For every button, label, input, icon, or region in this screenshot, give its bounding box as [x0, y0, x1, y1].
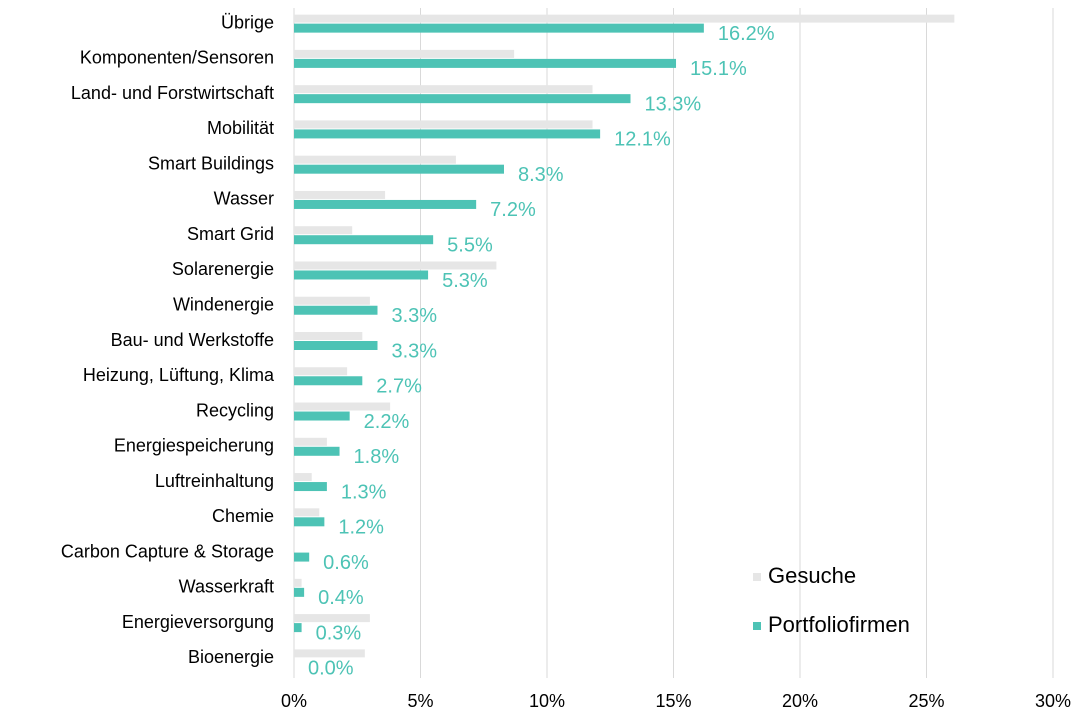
bar	[294, 341, 378, 350]
bar	[294, 261, 497, 270]
y-tick-label: Energieversorgung	[122, 612, 274, 632]
data-label: 7.2%	[490, 199, 536, 221]
data-label: 2.7%	[376, 376, 422, 398]
legend-label: Portfoliofirmen	[768, 612, 910, 637]
bar	[294, 367, 348, 376]
data-label: 2.2%	[364, 411, 410, 433]
legend-label: Gesuche	[768, 563, 856, 588]
y-tick-label: Smart Grid	[187, 224, 274, 244]
bar	[294, 614, 370, 623]
bar	[294, 14, 955, 23]
y-tick-label: Solarenergie	[172, 259, 274, 279]
bar	[294, 49, 515, 58]
y-tick-label: Energiespeicherung	[114, 436, 274, 456]
bar	[294, 23, 704, 33]
bar	[294, 517, 325, 527]
legend-swatch	[753, 573, 761, 581]
y-tick-label: Mobilität	[207, 118, 274, 138]
x-tick-label: 20%	[782, 691, 818, 711]
y-tick-label: Carbon Capture & Storage	[61, 541, 274, 561]
bar	[294, 552, 310, 562]
bar	[294, 623, 302, 633]
bar	[294, 446, 340, 456]
bar	[294, 129, 601, 139]
data-label: 8.3%	[518, 164, 564, 186]
data-label: 0.0%	[308, 658, 354, 680]
data-label: 12.1%	[614, 129, 671, 151]
bar	[294, 94, 631, 104]
bar	[294, 587, 305, 597]
data-label: 3.3%	[391, 305, 437, 327]
bar	[294, 226, 353, 235]
data-label: 5.5%	[447, 234, 493, 256]
bar	[294, 508, 320, 517]
y-tick-label: Chemie	[212, 506, 274, 526]
x-tick-label: 10%	[529, 691, 565, 711]
y-tick-label: Recycling	[196, 400, 274, 420]
data-label: 16.2%	[718, 23, 775, 45]
bar	[294, 578, 302, 587]
y-tick-label: Bau- und Werkstoffe	[111, 330, 274, 350]
y-tick-label: Bioenergie	[188, 647, 274, 667]
y-tick-label: Wasser	[214, 189, 274, 209]
bar	[294, 85, 593, 94]
data-label: 1.8%	[354, 446, 400, 468]
data-label: 1.3%	[341, 481, 387, 503]
data-label: 15.1%	[690, 58, 747, 80]
x-tick-label: 15%	[655, 691, 691, 711]
bar	[294, 199, 477, 209]
bar	[294, 190, 386, 199]
data-label: 3.3%	[391, 340, 437, 362]
bar	[294, 305, 378, 315]
bar	[294, 120, 593, 129]
data-label: 0.3%	[316, 622, 362, 644]
bar	[294, 473, 312, 482]
bar	[294, 235, 434, 245]
bar	[294, 58, 677, 68]
bar	[294, 376, 363, 386]
data-label: 5.3%	[442, 270, 488, 292]
y-tick-label: Wasserkraft	[179, 577, 274, 597]
y-tick-label: Windenergie	[173, 294, 274, 314]
bar	[294, 402, 391, 411]
y-tick-label: Komponenten/Sensoren	[80, 48, 274, 68]
bar	[294, 270, 429, 280]
y-tick-label: Land- und Forstwirtschaft	[71, 83, 274, 103]
bar	[294, 482, 327, 492]
data-label: 13.3%	[644, 93, 701, 115]
x-tick-label: 25%	[908, 691, 944, 711]
x-tick-label: 5%	[407, 691, 433, 711]
bar	[294, 164, 504, 174]
y-tick-label: Luftreinhaltung	[155, 471, 274, 491]
legend-swatch	[753, 622, 761, 630]
bar	[294, 649, 365, 658]
x-tick-label: 30%	[1035, 691, 1071, 711]
x-tick-label: 0%	[281, 691, 307, 711]
data-label: 0.4%	[318, 587, 364, 609]
y-tick-label: Smart Buildings	[148, 153, 274, 173]
data-label: 1.2%	[338, 517, 384, 539]
y-tick-label: Übrige	[221, 12, 274, 32]
bar	[294, 296, 370, 305]
bar	[294, 155, 456, 164]
data-label: 0.6%	[323, 552, 369, 574]
bar	[294, 332, 363, 340]
bar	[294, 437, 327, 446]
bar	[294, 411, 350, 421]
y-tick-label: Heizung, Lüftung, Klima	[83, 365, 275, 385]
